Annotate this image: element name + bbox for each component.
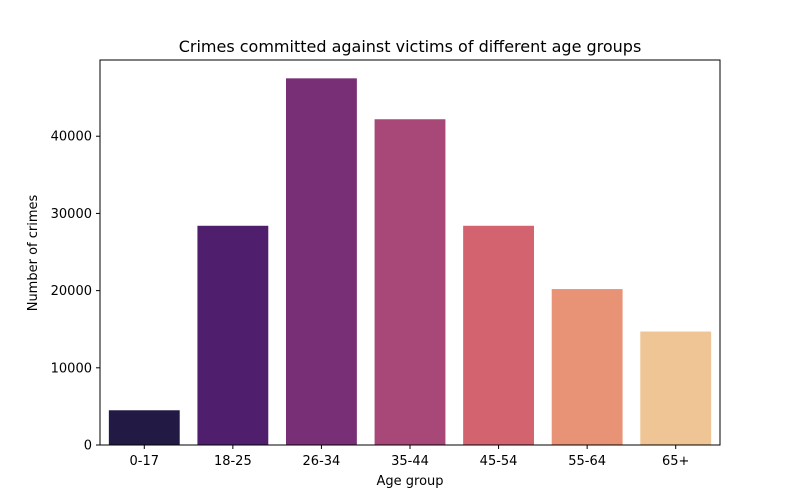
y-axis-title: Number of crimes xyxy=(26,194,41,311)
bar-26-34 xyxy=(286,78,357,445)
y-tick-label: 40000 xyxy=(51,130,92,145)
bar-18-25 xyxy=(197,225,269,445)
bars-layer xyxy=(108,78,712,446)
y-tick-label: 10000 xyxy=(51,361,92,376)
bar-55-64 xyxy=(551,289,623,445)
bar-45-54 xyxy=(463,225,534,445)
x-tick-label: 65+ xyxy=(662,454,689,469)
bar-65+ xyxy=(640,331,712,445)
plot-frame xyxy=(99,59,721,446)
y-axis: 0 10000 20000 30000 40000 xyxy=(51,130,100,454)
bar-0-17 xyxy=(108,410,180,445)
x-tick-label: 35-44 xyxy=(391,454,429,469)
y-tick-label: 20000 xyxy=(51,284,92,299)
x-tick-label: 45-54 xyxy=(480,454,518,469)
bar-35-44 xyxy=(374,119,446,446)
x-tick-label: 26-34 xyxy=(303,454,341,469)
x-tick-label: 18-25 xyxy=(214,454,252,469)
x-tick-label: 0-17 xyxy=(130,454,160,469)
x-axis-title: Age group xyxy=(376,474,443,489)
x-tick-label: 55-64 xyxy=(568,454,606,469)
y-tick-label: 30000 xyxy=(51,207,92,222)
chart-title: Crimes committed against victims of diff… xyxy=(179,37,642,56)
x-axis: 0-17 18-25 26-34 35-44 45-54 55-64 65+ xyxy=(130,445,689,469)
y-tick-label: 0 xyxy=(84,439,92,454)
